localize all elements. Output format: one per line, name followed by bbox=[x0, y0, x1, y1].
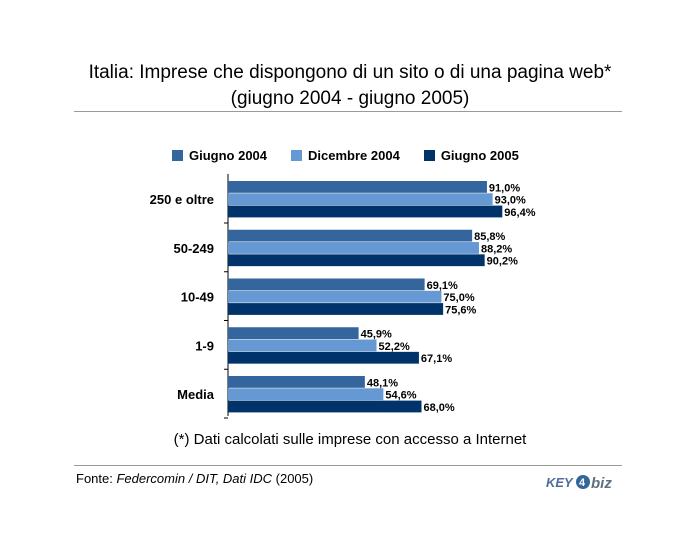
source-suffix: (2005) bbox=[272, 471, 314, 486]
bar-giugno-2005-50-249 bbox=[228, 254, 485, 267]
category-label-1-9: 1-9 bbox=[195, 338, 214, 353]
value-label-giugno-2005-media: 68,0% bbox=[423, 402, 454, 414]
value-label-giugno-2004-250-e-oltre: 91,0% bbox=[489, 182, 520, 194]
bar-giugno-2005-10-49 bbox=[228, 303, 444, 315]
value-label-dicembre-2004-1-9: 52,2% bbox=[379, 341, 410, 353]
bottom-divider bbox=[74, 465, 622, 466]
source-prefix: Fonte: bbox=[76, 471, 117, 486]
value-label-dicembre-2004-250-e-oltre: 93,0% bbox=[495, 195, 526, 207]
value-label-giugno-2005-250-e-oltre: 96,4% bbox=[504, 207, 535, 219]
source-italic: Federcomin / DIT, Dati IDC bbox=[116, 471, 273, 486]
top-divider bbox=[74, 111, 622, 112]
legend-item-dicembre-2004: Dicembre 2004 bbox=[291, 148, 400, 163]
source-note: Fonte: Federcomin / DIT, Dati IDC (2005) bbox=[76, 471, 313, 486]
bar-giugno-2005-media bbox=[228, 400, 422, 413]
value-label-giugno-2005-1-9: 67,1% bbox=[421, 353, 452, 365]
bar-giugno-2004-media bbox=[228, 376, 365, 388]
bar-dicembre-2004-media bbox=[228, 388, 384, 401]
legend-swatch-giugno-2004 bbox=[172, 149, 183, 161]
value-label-giugno-2005-50-249: 90,2% bbox=[487, 256, 518, 268]
bar-giugno-2004-250-e-oltre bbox=[228, 181, 487, 193]
bar-dicembre-2004-250-e-oltre bbox=[228, 193, 493, 206]
legend-swatch-giugno-2005 bbox=[423, 149, 435, 161]
chart-title: Italia: Imprese che dispongono di un sit… bbox=[88, 62, 612, 83]
legend-swatch-dicembre-2004 bbox=[291, 149, 303, 161]
bar-giugno-2005-250-e-oltre bbox=[228, 205, 503, 218]
logo-4: 4 bbox=[579, 477, 586, 489]
legend-item-giugno-2004: Giugno 2004 bbox=[172, 148, 267, 163]
value-label-giugno-2004-50-249: 85,8% bbox=[474, 231, 505, 243]
bar-dicembre-2004-10-49 bbox=[228, 290, 442, 303]
logo-key: KEY bbox=[546, 475, 574, 490]
chart-legend: Giugno 2004 Dicembre 2004 Giugno 2005 bbox=[172, 146, 543, 164]
category-label-media: Media bbox=[177, 387, 215, 402]
legend-label-giugno-2005: Giugno 2005 bbox=[440, 147, 519, 163]
bar-giugno-2004-10-49 bbox=[228, 278, 425, 291]
category-label-10-49: 10-49 bbox=[181, 290, 214, 305]
bar-dicembre-2004-1-9 bbox=[228, 339, 377, 352]
bar-giugno-2004-1-9 bbox=[228, 327, 359, 340]
footnote: (*) Dati calcolati sulle imprese con acc… bbox=[173, 431, 527, 448]
bar-giugno-2004-50-249 bbox=[228, 229, 473, 242]
value-label-dicembre-2004-10-49: 75,0% bbox=[443, 292, 474, 304]
category-label-50-249: 50-249 bbox=[174, 241, 214, 256]
bar-dicembre-2004-50-249 bbox=[228, 242, 479, 254]
category-label-250-e-oltre: 250 e oltre bbox=[150, 192, 214, 207]
value-label-giugno-2005-10-49: 75,6% bbox=[445, 304, 476, 316]
legend-label-dicembre-2004: Dicembre 2004 bbox=[308, 147, 400, 163]
value-label-dicembre-2004-media: 54,6% bbox=[385, 390, 416, 402]
value-label-giugno-2004-1-9: 45,9% bbox=[361, 329, 392, 341]
chart-subtitle: (giugno 2004 - giugno 2005) bbox=[230, 88, 470, 109]
logo-biz: biz bbox=[591, 475, 612, 492]
legend-item-giugno-2005: Giugno 2005 bbox=[423, 147, 519, 163]
value-label-giugno-2004-media: 48,1% bbox=[367, 377, 398, 389]
key4biz-logo: KEY 4 biz bbox=[546, 475, 612, 492]
value-label-giugno-2004-10-49: 69,1% bbox=[427, 280, 458, 292]
value-label-dicembre-2004-50-249: 88,2% bbox=[481, 243, 512, 255]
bar-giugno-2005-1-9 bbox=[228, 351, 419, 364]
legend-label-giugno-2004: Giugno 2004 bbox=[189, 147, 268, 163]
